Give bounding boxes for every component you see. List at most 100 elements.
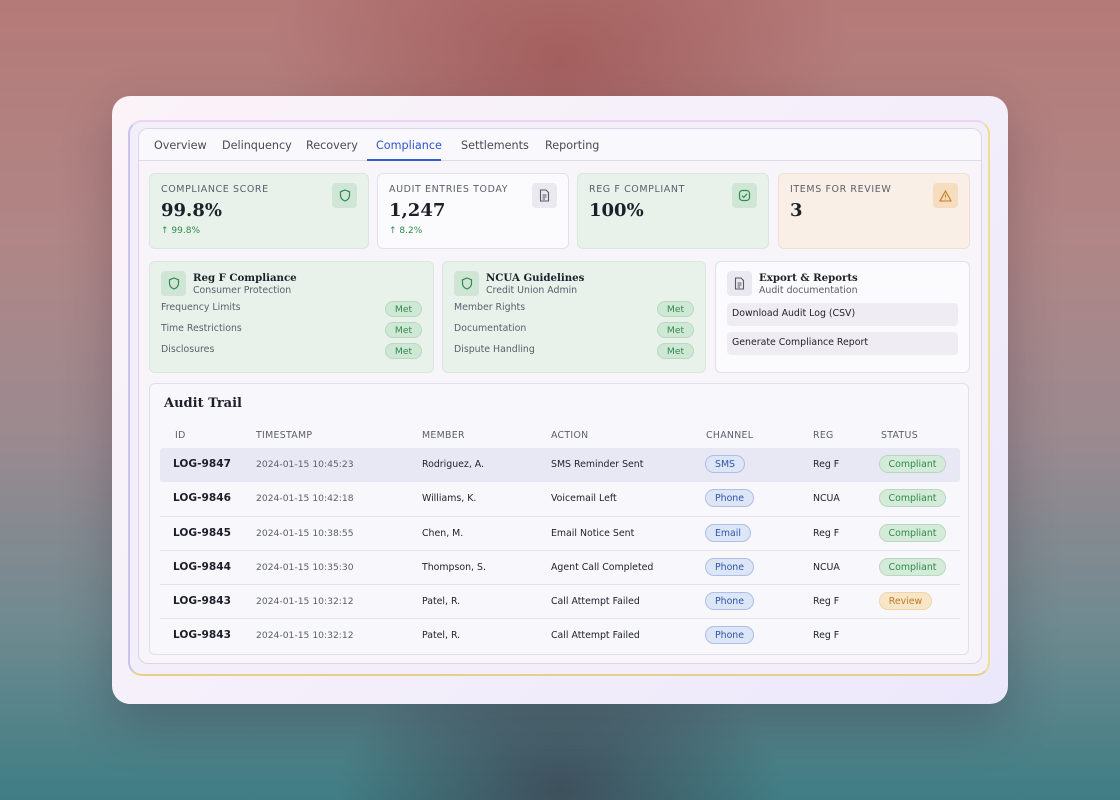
- requirement-row: Member Rights Met: [454, 299, 694, 320]
- column-header-channel[interactable]: CHANNEL: [706, 430, 754, 441]
- log-id: LOG-9844: [173, 561, 231, 573]
- column-header-status[interactable]: STATUS: [881, 430, 918, 441]
- member-name: Chen, M.: [422, 528, 464, 539]
- tab-recovery[interactable]: Recovery: [306, 139, 358, 152]
- card-export-reports: Export & Reports Audit documentation Dow…: [715, 261, 970, 373]
- channel-badge: Phone: [705, 626, 754, 644]
- status-badge: Met: [385, 343, 422, 359]
- table-row[interactable]: LOG-9843 2024-01-15 10:32:12 Patel, R. C…: [160, 584, 960, 618]
- shield-icon: [161, 271, 186, 296]
- status-badge: Compliant: [879, 558, 946, 576]
- requirement-label: Time Restrictions: [161, 323, 242, 334]
- action: Call Attempt Failed: [551, 596, 640, 607]
- requirement-label: Member Rights: [454, 302, 526, 313]
- timestamp: 2024-01-15 10:45:23: [256, 459, 354, 470]
- status-badge: Met: [657, 322, 694, 338]
- kpi-audit-entries: AUDIT ENTRIES TODAY 1,247 ↑ 8.2%: [377, 173, 569, 249]
- requirement-label: Documentation: [454, 323, 527, 334]
- tab-compliance[interactable]: Compliance: [376, 139, 442, 152]
- active-tab-indicator: [367, 159, 441, 161]
- timestamp: 2024-01-15 10:32:12: [256, 630, 354, 641]
- status-badge: Compliant: [879, 524, 946, 542]
- log-id: LOG-9847: [173, 458, 231, 470]
- card-subtitle: Consumer Protection: [193, 285, 292, 296]
- card-title: Reg F Compliance: [193, 272, 297, 284]
- column-header-timestamp[interactable]: TIMESTAMP: [256, 430, 313, 441]
- shield-icon: [332, 183, 357, 208]
- table-row[interactable]: LOG-9847 2024-01-15 10:45:23 Rodriguez, …: [160, 448, 960, 482]
- regulation: NCUA: [813, 493, 840, 504]
- action: Email Notice Sent: [551, 528, 635, 539]
- regulation: Reg F: [813, 459, 840, 470]
- action: SMS Reminder Sent: [551, 459, 644, 470]
- kpi-label: COMPLIANCE SCORE: [161, 184, 269, 195]
- channel-badge: Email: [705, 524, 751, 542]
- column-header-action[interactable]: ACTION: [551, 430, 589, 441]
- table-row[interactable]: LOG-9845 2024-01-15 10:38:55 Chen, M. Em…: [160, 516, 960, 550]
- document-icon: [532, 183, 557, 208]
- status-badge: Met: [385, 301, 422, 317]
- card-title: Export & Reports: [759, 272, 858, 284]
- kpi-items-review: ITEMS FOR REVIEW 3: [778, 173, 970, 249]
- channel-badge: Phone: [705, 558, 754, 576]
- warning-icon: [933, 183, 958, 208]
- column-header-id[interactable]: ID: [175, 430, 186, 441]
- regulation: Reg F: [813, 630, 840, 641]
- download-audit-log-button[interactable]: Download Audit Log (CSV): [727, 303, 958, 326]
- timestamp: 2024-01-15 10:42:18: [256, 493, 354, 504]
- tab-bar: Overview Delinquency Recovery Compliance…: [139, 129, 981, 161]
- column-header-member[interactable]: MEMBER: [422, 430, 465, 441]
- tab-reporting[interactable]: Reporting: [545, 139, 600, 152]
- kpi-label: AUDIT ENTRIES TODAY: [389, 184, 509, 195]
- log-id: LOG-9845: [173, 527, 231, 539]
- action: Voicemail Left: [551, 493, 617, 504]
- channel-badge: SMS: [705, 455, 745, 473]
- status-badge: Met: [657, 343, 694, 359]
- shield-icon: [454, 271, 479, 296]
- member-name: Williams, K.: [422, 493, 477, 504]
- timestamp: 2024-01-15 10:32:12: [256, 596, 354, 607]
- requirement-row: Disclosures Met: [161, 341, 422, 362]
- status-badge: Met: [385, 322, 422, 338]
- check-badge-icon: [732, 183, 757, 208]
- requirement-row: Time Restrictions Met: [161, 320, 422, 341]
- card-regf-compliance: Reg F Compliance Consumer Protection Fre…: [149, 261, 434, 373]
- table-row[interactable]: LOG-9844 2024-01-15 10:35:30 Thompson, S…: [160, 550, 960, 584]
- status-badge: Review: [879, 592, 932, 610]
- card-title: NCUA Guidelines: [486, 272, 585, 284]
- audit-trail-table: Audit Trail ID TIMESTAMP MEMBER ACTION C…: [149, 383, 969, 655]
- log-id: LOG-9843: [173, 629, 231, 641]
- requirement-row: Documentation Met: [454, 320, 694, 341]
- card-ncua-guidelines: NCUA Guidelines Credit Union Admin Membe…: [442, 261, 706, 373]
- status-badge: Compliant: [879, 489, 946, 507]
- member-name: Patel, R.: [422, 596, 461, 607]
- channel-badge: Phone: [705, 592, 754, 610]
- member-name: Patel, R.: [422, 630, 461, 641]
- tab-settlements[interactable]: Settlements: [461, 139, 529, 152]
- requirement-row: Dispute Handling Met: [454, 341, 694, 362]
- regulation: Reg F: [813, 528, 840, 539]
- card-subtitle: Credit Union Admin: [486, 285, 578, 296]
- requirement-label: Dispute Handling: [454, 344, 535, 355]
- channel-badge: Phone: [705, 489, 754, 507]
- log-id: LOG-9846: [173, 492, 231, 504]
- timestamp: 2024-01-15 10:35:30: [256, 562, 354, 573]
- dashboard-window: Overview Delinquency Recovery Compliance…: [138, 128, 982, 664]
- kpi-label: REG F COMPLIANT: [589, 184, 686, 195]
- tab-delinquency[interactable]: Delinquency: [222, 139, 292, 152]
- kpi-value: 3: [790, 200, 803, 221]
- member-name: Thompson, S.: [422, 562, 486, 573]
- kpi-regf-compliant: REG F COMPLIANT 100%: [577, 173, 769, 249]
- column-header-reg[interactable]: REG: [813, 430, 834, 441]
- table-row[interactable]: LOG-9843 2024-01-15 10:32:12 Patel, R. C…: [160, 618, 960, 652]
- regulation: NCUA: [813, 562, 840, 573]
- card-subtitle: Audit documentation: [759, 285, 858, 296]
- generate-report-button[interactable]: Generate Compliance Report: [727, 332, 958, 355]
- kpi-delta: ↑ 8.2%: [389, 226, 423, 236]
- table-row[interactable]: LOG-9846 2024-01-15 10:42:18 Williams, K…: [160, 482, 960, 516]
- kpi-compliance-score: COMPLIANCE SCORE 99.8% ↑ 99.8%: [149, 173, 369, 249]
- action: Agent Call Completed: [551, 562, 654, 573]
- tab-overview[interactable]: Overview: [154, 139, 207, 152]
- action: Call Attempt Failed: [551, 630, 640, 641]
- kpi-label: ITEMS FOR REVIEW: [790, 184, 892, 195]
